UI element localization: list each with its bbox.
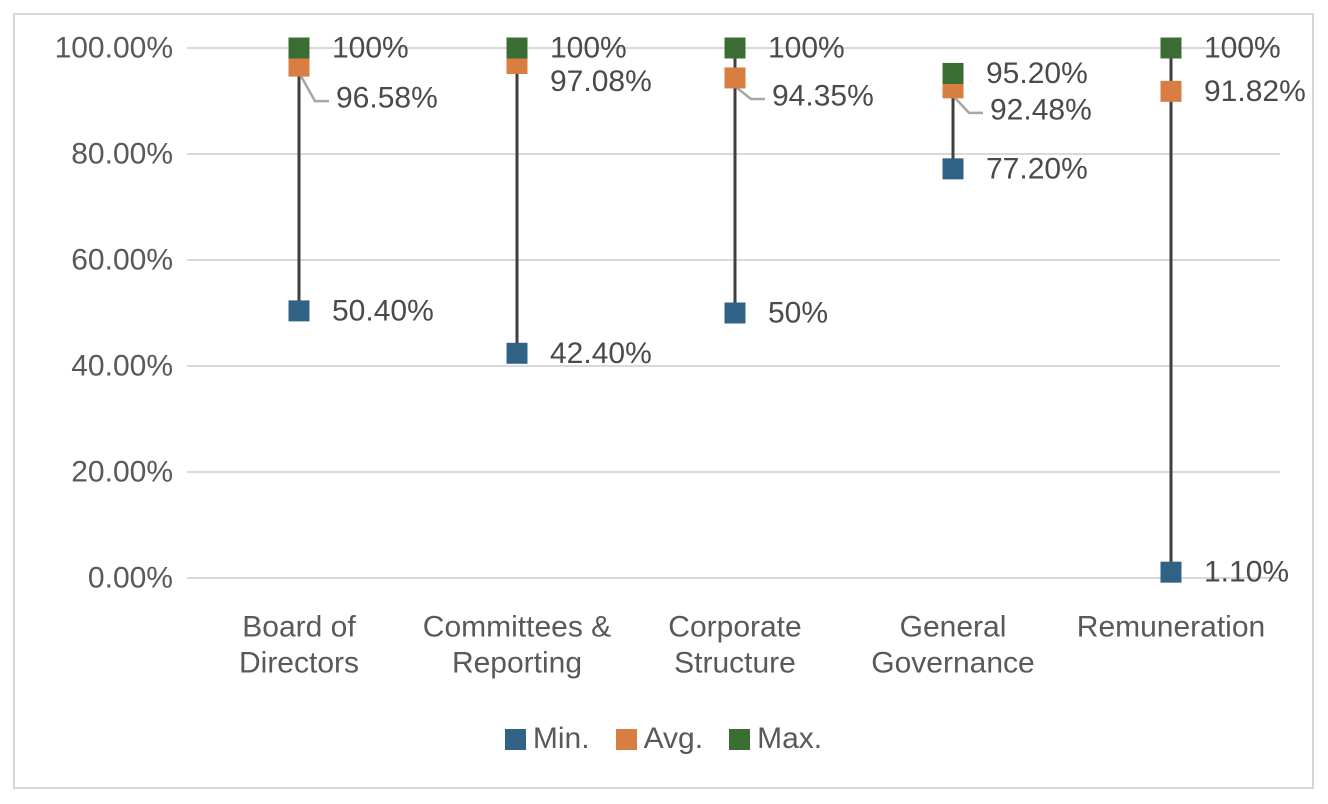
leader-line (736, 86, 765, 101)
legend-item-max: Max. (729, 724, 822, 754)
category-label: Governance (871, 647, 1034, 680)
y-tick-label: 20.00% (71, 456, 173, 489)
legend-label-max: Max. (757, 722, 823, 755)
min-marker (1160, 561, 1182, 583)
min-data-label: 50% (768, 297, 828, 330)
legend-label-avg: Avg. (643, 722, 704, 755)
min-data-label: 77.20% (986, 152, 1088, 185)
avg-swatch-icon (615, 728, 637, 750)
category-label: Reporting (452, 647, 582, 680)
max-marker (724, 37, 746, 59)
min-data-label: 50.40% (332, 294, 434, 327)
category-label: Corporate (668, 611, 801, 644)
category-label: Committees & (423, 611, 611, 644)
category-label: Remuneration (1077, 611, 1265, 644)
leader-line (954, 97, 983, 115)
max-marker (288, 37, 310, 59)
chart-frame (13, 13, 1314, 789)
avg-data-label: 97.08% (550, 65, 652, 98)
y-tick-label: 100.00% (55, 32, 173, 65)
min-marker (288, 300, 310, 322)
y-tick-label: 0.00% (88, 562, 173, 595)
min-data-label: 1.10% (1204, 556, 1289, 589)
avg-data-label: 91.82% (1204, 75, 1306, 108)
leader-line (299, 75, 329, 103)
y-tick-label: 80.00% (71, 138, 173, 171)
avg-marker (724, 67, 746, 89)
category-label: General (900, 611, 1007, 644)
max-data-label: 95.20% (986, 57, 1088, 90)
category-label: Board of (242, 611, 356, 644)
chart-legend: Min. Avg. Max. (13, 718, 1314, 760)
max-marker (942, 62, 964, 84)
legend-label-min: Min. (532, 722, 590, 755)
avg-data-label: 94.35% (772, 79, 874, 112)
max-data-label: 100% (1204, 32, 1281, 65)
max-data-label: 100% (768, 32, 845, 65)
avg-data-label: 92.48% (990, 93, 1092, 126)
category-label: Directors (239, 647, 359, 680)
avg-marker (1160, 80, 1182, 102)
max-data-label: 100% (550, 32, 627, 65)
category-label: Structure (674, 647, 796, 680)
legend-item-avg: Avg. (615, 722, 704, 755)
avg-marker (288, 55, 310, 77)
y-tick-label: 60.00% (71, 244, 173, 277)
min-data-label: 42.40% (550, 337, 652, 370)
max-data-label: 100% (332, 32, 409, 65)
max-marker (506, 37, 528, 59)
y-tick-label: 40.00% (71, 350, 173, 383)
max-swatch-icon (729, 728, 751, 750)
min-marker (724, 302, 746, 324)
legend-item-min: Min. (504, 722, 590, 755)
avg-data-label: 96.58% (336, 82, 438, 115)
min-marker (506, 342, 528, 364)
min-swatch-icon (504, 728, 526, 750)
min-marker (942, 158, 964, 180)
max-marker (1160, 37, 1182, 59)
